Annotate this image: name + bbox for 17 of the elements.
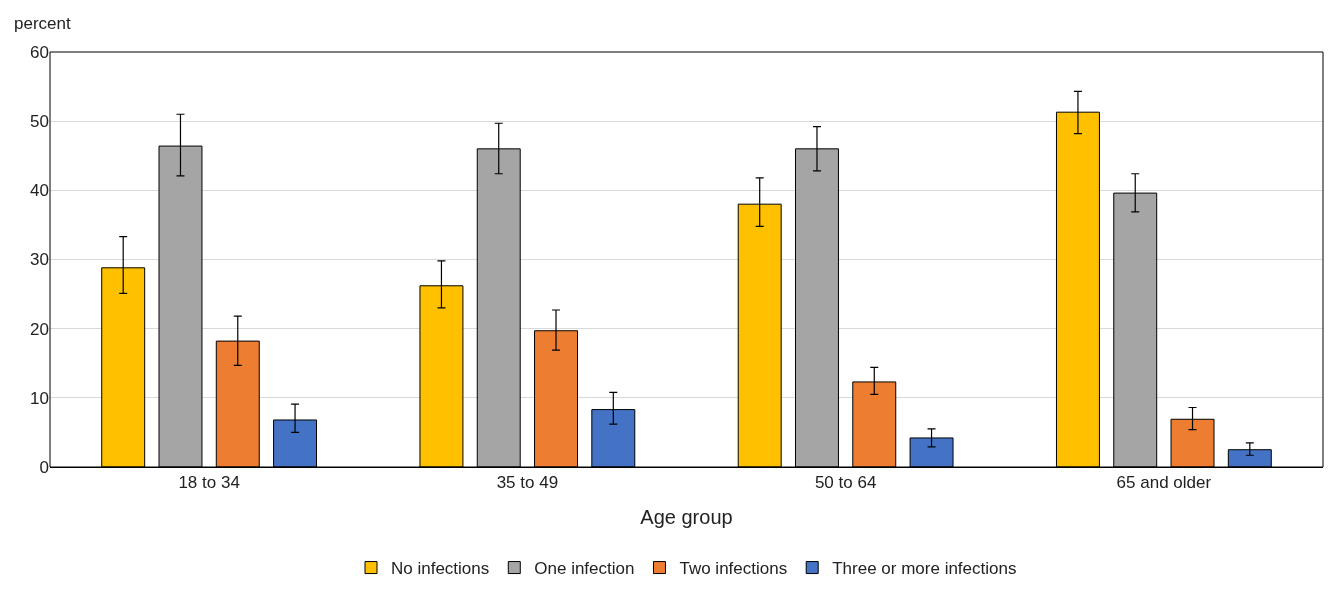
y-tick-label: 40 [30,181,49,201]
y-tick-label: 50 [30,112,49,132]
x-tick-label: 18 to 34 [178,473,240,493]
x-tick-label: 65 and older [1116,473,1212,493]
legend-label: One infection [534,559,635,579]
legend-label: Two infections [679,559,788,579]
legend-label: Three or more infections [832,559,1017,579]
y-tick-label: 60 [30,42,49,62]
y-tick-label: 20 [30,319,49,339]
y-tick-label: 0 [39,457,49,477]
y-axis-title: percent [14,14,71,33]
x-tick-label: 50 to 64 [814,473,877,493]
legend-label: No infections [391,559,490,579]
y-tick-label: 30 [30,250,49,270]
x-tick-label: 35 to 49 [496,473,559,493]
y-tick-label: 10 [30,388,49,408]
x-axis-title: Age group [640,505,733,528]
